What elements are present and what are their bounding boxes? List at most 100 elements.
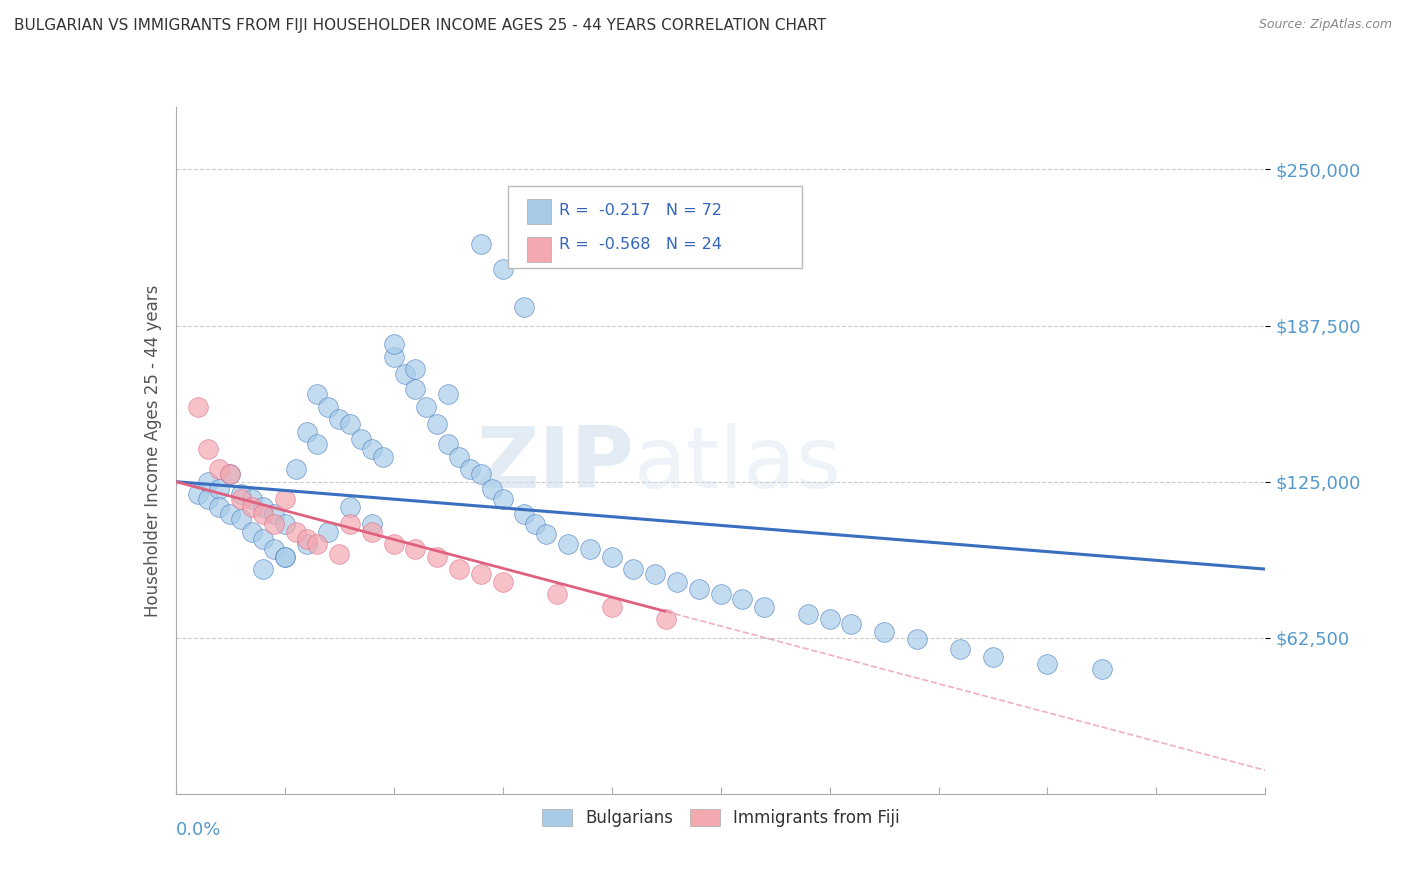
Point: [219, 467, 242, 482]
Point: [263, 542, 285, 557]
Point: [284, 524, 307, 539]
Text: atlas: atlas: [633, 423, 841, 506]
Point: [307, 387, 329, 401]
Point: [219, 507, 242, 521]
Point: [1091, 662, 1114, 676]
Point: [470, 237, 492, 252]
Point: [252, 507, 274, 521]
Point: [492, 492, 515, 507]
Point: [731, 592, 754, 607]
Point: [360, 524, 382, 539]
Point: [873, 624, 896, 639]
Text: 0.0%: 0.0%: [176, 822, 221, 839]
Point: [240, 492, 263, 507]
Point: [231, 512, 253, 526]
Point: [405, 382, 427, 396]
Point: [231, 487, 253, 501]
Point: [295, 425, 318, 439]
Point: [186, 487, 209, 501]
Point: [371, 450, 394, 464]
Point: [447, 450, 470, 464]
Point: [437, 387, 460, 401]
Point: [197, 442, 219, 457]
Point: [208, 500, 231, 514]
Point: [382, 537, 405, 551]
Point: [318, 400, 340, 414]
FancyBboxPatch shape: [527, 199, 551, 224]
Point: [252, 562, 274, 576]
Point: [339, 417, 361, 432]
Point: [318, 524, 340, 539]
Point: [797, 607, 820, 621]
Point: [688, 582, 710, 596]
Point: [350, 432, 373, 446]
Point: [492, 262, 515, 277]
Point: [295, 537, 318, 551]
Point: [481, 482, 503, 496]
Point: [382, 337, 405, 351]
Point: [394, 368, 416, 382]
Point: [252, 500, 274, 514]
Point: [307, 537, 329, 551]
Point: [655, 612, 678, 626]
Point: [240, 500, 263, 514]
Point: [274, 492, 297, 507]
Point: [1036, 657, 1059, 671]
Point: [284, 462, 307, 476]
Point: [754, 599, 776, 614]
Text: ZIP: ZIP: [475, 423, 633, 506]
Point: [274, 549, 297, 564]
Point: [274, 549, 297, 564]
Point: [600, 549, 623, 564]
Point: [513, 507, 536, 521]
Point: [981, 649, 1004, 664]
Point: [621, 562, 644, 576]
Point: [437, 437, 460, 451]
FancyBboxPatch shape: [508, 186, 803, 268]
Point: [307, 437, 329, 451]
Point: [415, 400, 437, 414]
Point: [219, 467, 242, 482]
Point: [231, 492, 253, 507]
Point: [360, 442, 382, 457]
Text: R =  -0.568   N = 24: R = -0.568 N = 24: [560, 236, 723, 252]
FancyBboxPatch shape: [527, 237, 551, 261]
Point: [252, 532, 274, 546]
Point: [426, 417, 449, 432]
Point: [447, 562, 470, 576]
Point: [905, 632, 928, 646]
Text: BULGARIAN VS IMMIGRANTS FROM FIJI HOUSEHOLDER INCOME AGES 25 - 44 YEARS CORRELAT: BULGARIAN VS IMMIGRANTS FROM FIJI HOUSEH…: [14, 18, 827, 33]
Point: [197, 475, 219, 489]
Point: [841, 617, 863, 632]
Text: Source: ZipAtlas.com: Source: ZipAtlas.com: [1258, 18, 1392, 31]
Point: [644, 567, 666, 582]
Point: [513, 300, 536, 314]
Point: [492, 574, 515, 589]
Point: [382, 350, 405, 364]
Point: [240, 524, 263, 539]
Point: [470, 567, 492, 582]
Point: [339, 500, 361, 514]
Point: [360, 517, 382, 532]
Point: [186, 400, 209, 414]
Point: [197, 492, 219, 507]
Point: [949, 642, 972, 657]
Point: [295, 532, 318, 546]
Point: [818, 612, 841, 626]
Point: [600, 599, 623, 614]
Point: [426, 549, 449, 564]
Legend: Bulgarians, Immigrants from Fiji: Bulgarians, Immigrants from Fiji: [534, 802, 907, 834]
Point: [579, 542, 602, 557]
Point: [524, 517, 547, 532]
Point: [328, 412, 350, 426]
Y-axis label: Householder Income Ages 25 - 44 years: Householder Income Ages 25 - 44 years: [143, 285, 162, 616]
Point: [405, 362, 427, 376]
Point: [546, 587, 568, 601]
Point: [710, 587, 733, 601]
Point: [263, 507, 285, 521]
Point: [470, 467, 492, 482]
Point: [405, 542, 427, 557]
Point: [557, 537, 579, 551]
Point: [534, 527, 557, 541]
Point: [263, 517, 285, 532]
